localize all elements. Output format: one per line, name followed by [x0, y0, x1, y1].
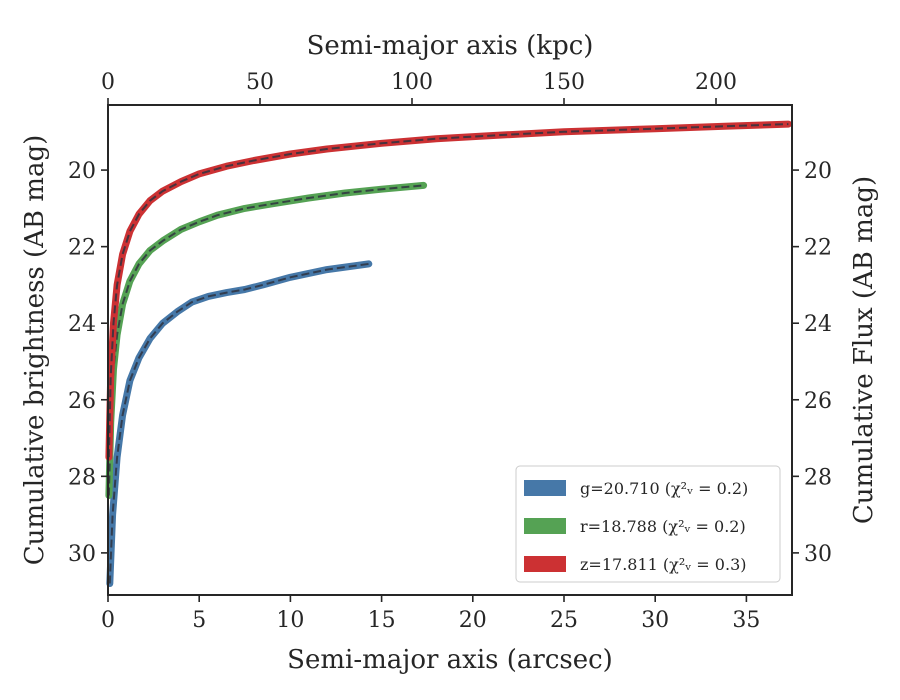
- y-tick-label-left: 30: [68, 542, 96, 567]
- series-fit-line-2: [107, 123, 789, 458]
- legend-label-1: r=18.788 (χ²ᵥ = 0.2): [580, 517, 746, 536]
- legend-swatch-2: [524, 556, 566, 572]
- y-tick-label-right: 28: [804, 465, 832, 490]
- y-tick-label-right: 22: [804, 236, 832, 261]
- legend-label-0: g=20.710 (χ²ᵥ = 0.2): [580, 479, 748, 498]
- series-fit-line-0: [108, 262, 369, 584]
- y-tick-label-right: 26: [804, 389, 832, 414]
- series-band-0: [106, 260, 373, 587]
- x-tick-label: 25: [550, 608, 578, 633]
- y-tick-label-left: 22: [68, 236, 96, 261]
- y-axis-label-left: Cumulative brightness (AB mag): [20, 135, 50, 566]
- y-tick-label-left: 28: [68, 465, 96, 490]
- y-tick-label-right: 20: [804, 159, 832, 184]
- plot-frame: [107, 104, 793, 596]
- x-tick-label: 20: [459, 608, 487, 633]
- top-x-axis: 0 50 100 150 200: [101, 70, 737, 105]
- x-tick-label: 30: [641, 608, 669, 633]
- legend-frame: [515, 465, 781, 583]
- x-top-axis-label: Semi-major axis (kpc): [307, 31, 594, 61]
- x-top-tick-label: 100: [391, 70, 433, 95]
- x-top-tick-label: 50: [246, 70, 274, 95]
- x-tick-label: 5: [192, 608, 206, 633]
- x-tick-label: 35: [732, 608, 760, 633]
- x-tick-label: 10: [276, 608, 304, 633]
- y-axis-label-right: Cumulative Flux (AB mag): [849, 176, 879, 524]
- x-top-tick-label: 0: [101, 70, 115, 95]
- left-y-axis: 20 22 24 26 28 30: [68, 159, 108, 567]
- x-tick-label: 15: [368, 608, 396, 633]
- series-fit-line-1: [107, 184, 424, 496]
- legend-swatch-1: [524, 518, 566, 534]
- x-axis-label: Semi-major axis (arcsec): [287, 645, 613, 675]
- y-tick-label-left: 20: [68, 159, 96, 184]
- series-band-2: [105, 120, 792, 461]
- right-y-axis: 20 22 24 26 28 30: [792, 159, 832, 567]
- bottom-x-axis: 0 5 10 15 20 25 30 35: [101, 595, 760, 633]
- series-band-1: [105, 181, 428, 499]
- x-tick-label: 0: [101, 608, 115, 633]
- curves-layer: [105, 120, 792, 587]
- y-tick-label-left: 24: [68, 312, 96, 337]
- legend-swatch-0: [524, 480, 566, 496]
- y-tick-label-left: 26: [68, 389, 96, 414]
- x-top-tick-label: 150: [543, 70, 585, 95]
- x-top-tick-label: 200: [695, 70, 737, 95]
- y-tick-label-right: 24: [804, 312, 832, 337]
- legend: g=20.710 (χ²ᵥ = 0.2) r=18.788 (χ²ᵥ = 0.2)…: [515, 465, 781, 583]
- legend-label-2: z=17.811 (χ²ᵥ = 0.3): [580, 555, 746, 574]
- y-tick-label-right: 30: [804, 542, 832, 567]
